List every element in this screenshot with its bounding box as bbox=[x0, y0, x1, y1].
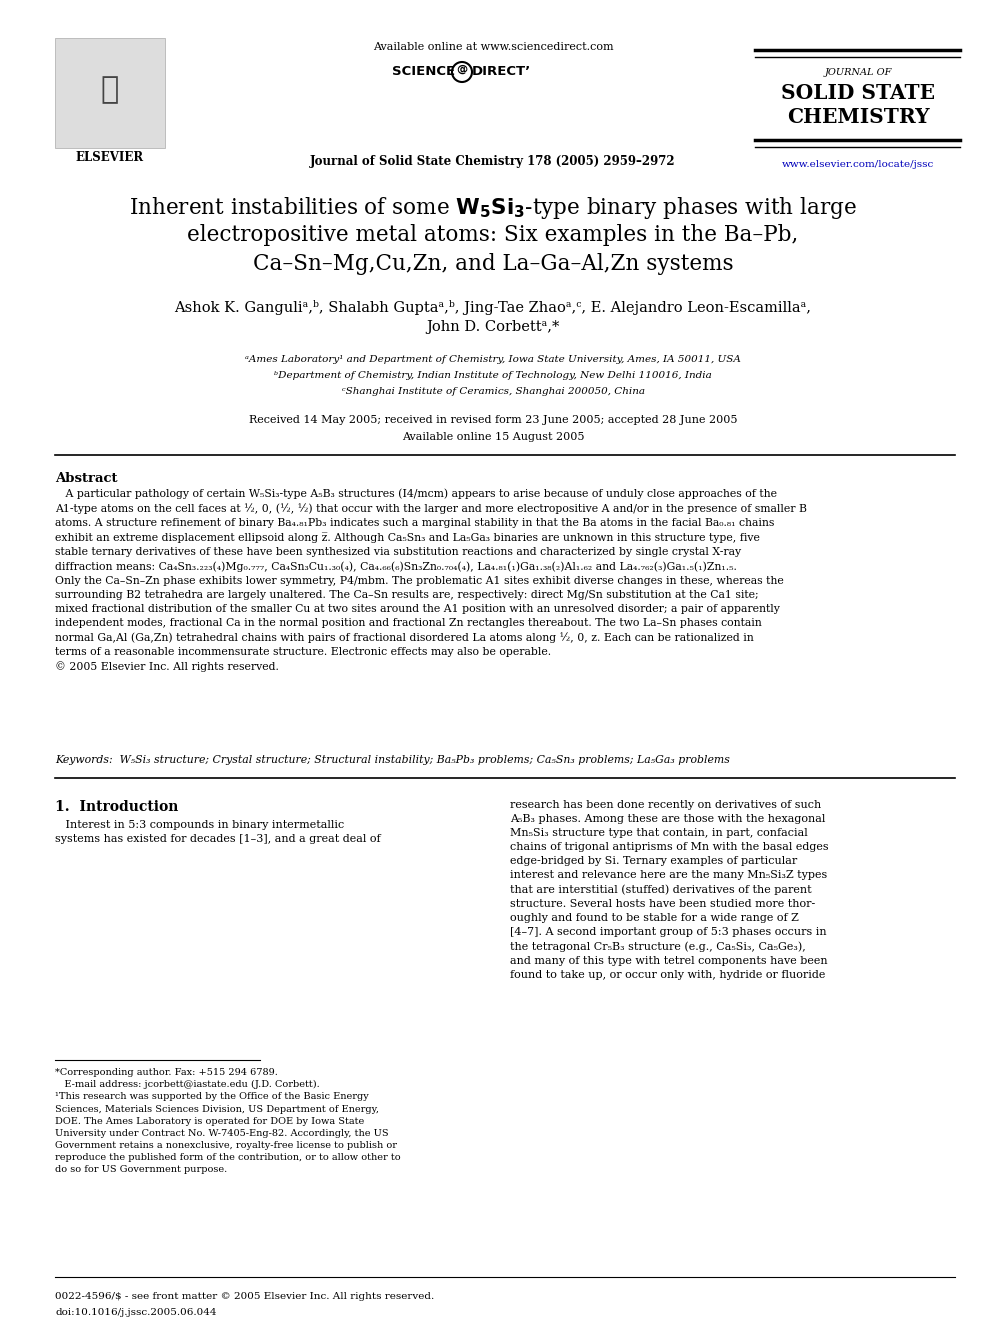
Text: DIRECT’: DIRECT’ bbox=[472, 65, 532, 78]
Text: 🌲: 🌲 bbox=[101, 75, 119, 105]
Text: research has been done recently on derivatives of such
A₅B₃ phases. Among these : research has been done recently on deriv… bbox=[510, 800, 828, 980]
Text: Abstract: Abstract bbox=[55, 472, 117, 486]
Text: ELSEVIER: ELSEVIER bbox=[76, 151, 144, 164]
Text: A particular pathology of certain W₅Si₃-type A₅B₃ structures (I4/mcm) appears to: A particular pathology of certain W₅Si₃-… bbox=[55, 488, 806, 672]
Text: 0022-4596/$ - see front matter © 2005 Elsevier Inc. All rights reserved.: 0022-4596/$ - see front matter © 2005 El… bbox=[55, 1293, 434, 1301]
Text: Keywords:  W₅Si₃ structure; Crystal structure; Structural instability; Ba₅Pb₃ pr: Keywords: W₅Si₃ structure; Crystal struc… bbox=[55, 755, 730, 765]
Text: *Corresponding author. Fax: +515 294 6789.
   E-mail address: jcorbett@iastate.e: *Corresponding author. Fax: +515 294 678… bbox=[55, 1068, 401, 1175]
Text: ᵃAmes Laboratory¹ and Department of Chemistry, Iowa State University, Ames, IA 5: ᵃAmes Laboratory¹ and Department of Chem… bbox=[245, 355, 741, 364]
Text: Ashok K. Ganguliᵃ,ᵇ, Shalabh Guptaᵃ,ᵇ, Jing-Tae Zhaoᵃ,ᶜ, E. Alejandro Leon-Escam: Ashok K. Ganguliᵃ,ᵇ, Shalabh Guptaᵃ,ᵇ, J… bbox=[175, 300, 811, 315]
Text: doi:10.1016/j.jssc.2005.06.044: doi:10.1016/j.jssc.2005.06.044 bbox=[55, 1308, 216, 1316]
Text: Ca–Sn–Mg,Cu,Zn, and La–Ga–Al,Zn systems: Ca–Sn–Mg,Cu,Zn, and La–Ga–Al,Zn systems bbox=[253, 253, 733, 275]
Text: Received 14 May 2005; received in revised form 23 June 2005; accepted 28 June 20: Received 14 May 2005; received in revise… bbox=[249, 415, 737, 425]
Text: SOLID STATE: SOLID STATE bbox=[781, 83, 935, 103]
Text: Available online at www.sciencedirect.com: Available online at www.sciencedirect.co… bbox=[373, 42, 613, 52]
Text: @: @ bbox=[456, 64, 467, 74]
Text: John D. Corbettᵃ,*: John D. Corbettᵃ,* bbox=[427, 320, 559, 333]
Text: JOURNAL OF: JOURNAL OF bbox=[824, 67, 892, 77]
Text: ᵇDepartment of Chemistry, Indian Institute of Technology, New Delhi 110016, Indi: ᵇDepartment of Chemistry, Indian Institu… bbox=[274, 370, 712, 380]
Text: www.elsevier.com/locate/jssc: www.elsevier.com/locate/jssc bbox=[782, 160, 934, 169]
Text: electropositive metal atoms: Six examples in the Ba–Pb,: electropositive metal atoms: Six example… bbox=[187, 224, 799, 246]
Text: Journal of Solid State Chemistry 178 (2005) 2959–2972: Journal of Solid State Chemistry 178 (20… bbox=[310, 155, 676, 168]
Text: ᶜShanghai Institute of Ceramics, Shanghai 200050, China: ᶜShanghai Institute of Ceramics, Shangha… bbox=[341, 388, 645, 396]
Text: CHEMISTRY: CHEMISTRY bbox=[787, 107, 930, 127]
Text: Available online 15 August 2005: Available online 15 August 2005 bbox=[402, 433, 584, 442]
Text: SCIENCE: SCIENCE bbox=[392, 65, 455, 78]
Text: Inherent instabilities of some $\mathbf{W_5Si_3}$-type binary phases with large: Inherent instabilities of some $\mathbf{… bbox=[129, 194, 857, 221]
Bar bbox=[55, 38, 165, 148]
Text: 1.  Introduction: 1. Introduction bbox=[55, 800, 179, 814]
Text: Interest in 5:3 compounds in binary intermetallic
systems has existed for decade: Interest in 5:3 compounds in binary inte… bbox=[55, 820, 381, 844]
